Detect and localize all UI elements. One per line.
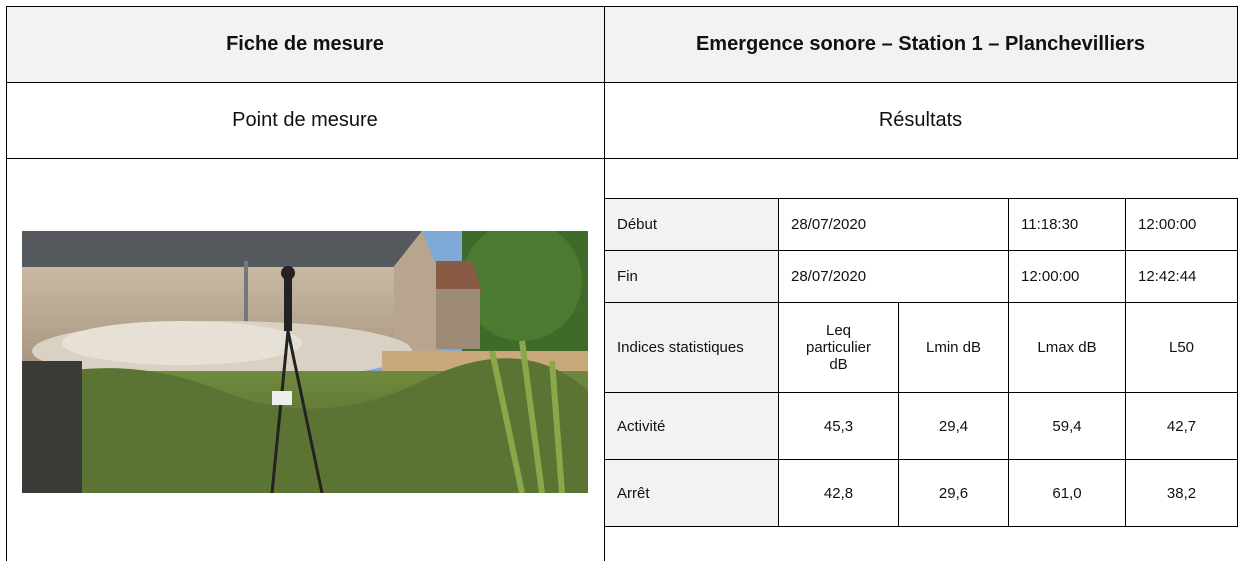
page: {"header": {"title": "Fiche de mesure", … (0, 0, 1243, 561)
table-cell: 12:00:00 (1008, 250, 1126, 303)
table-cell: Activité (604, 392, 779, 460)
cell-text: 42,7 (1167, 418, 1196, 435)
cell-text: 28/07/2020 (791, 268, 866, 285)
table-cell: 42,7 (1125, 392, 1238, 460)
cell-text: 12:42:44 (1138, 268, 1196, 285)
cell-text: Début (617, 216, 657, 233)
cell-text: Fin (617, 268, 638, 285)
cell-text: 11:18:30 (1021, 216, 1078, 233)
table-cell: Leq particulier dB (778, 302, 899, 393)
border (1237, 6, 1238, 158)
cell-text: Lmax dB (1037, 339, 1096, 356)
table-cell: 28/07/2020 (778, 198, 1009, 251)
cell-text: Activité (617, 418, 665, 435)
table-cell: Fin (604, 250, 779, 303)
header-title: Fiche de mesure (6, 6, 604, 82)
photo (22, 231, 588, 493)
cell-text: 29,6 (939, 485, 968, 502)
table-cell: 29,4 (898, 392, 1009, 460)
cell-text: Arrêt (617, 485, 650, 502)
cell-text: L50 (1169, 339, 1194, 356)
table-cell: 45,3 (778, 392, 899, 460)
section-title: Point de mesure (6, 82, 604, 158)
table-cell: Début (604, 198, 779, 251)
header-subtitle: Emergence sonore – Station 1 – Planchevi… (604, 6, 1237, 82)
table-cell: Indices statistiques (604, 302, 779, 393)
cell-text: 61,0 (1052, 485, 1081, 502)
table-cell: L50 (1125, 302, 1238, 393)
cell-text: Indices statistiques (617, 339, 744, 356)
cell-text: Leq particulier dB (803, 322, 875, 373)
table-cell: 12:00:00 (1125, 198, 1238, 251)
cell-text: 12:00:00 (1138, 216, 1196, 233)
cell-text: 12:00:00 (1021, 268, 1079, 285)
table-cell: Arrêt (604, 459, 779, 527)
table-cell: 29,6 (898, 459, 1009, 527)
cell-text: 38,2 (1167, 485, 1196, 502)
cell-text: 45,3 (824, 418, 853, 435)
cell-text: 59,4 (1052, 418, 1081, 435)
cell-text: Lmin dB (926, 339, 981, 356)
section-title: Résultats (604, 82, 1237, 158)
table-cell: 12:42:44 (1125, 250, 1238, 303)
cell-text: 29,4 (939, 418, 968, 435)
cell-text: 28/07/2020 (791, 216, 866, 233)
table-cell: Lmax dB (1008, 302, 1126, 393)
table-cell: 42,8 (778, 459, 899, 527)
table-cell: Lmin dB (898, 302, 1009, 393)
table-cell: 11:18:30 (1008, 198, 1126, 251)
border (6, 6, 7, 561)
border (6, 158, 1238, 159)
border (6, 6, 1238, 7)
table-cell: 38,2 (1125, 459, 1238, 527)
table-cell: 59,4 (1008, 392, 1126, 460)
border (6, 82, 1238, 83)
table-cell: 28/07/2020 (778, 250, 1009, 303)
table-cell: 61,0 (1008, 459, 1126, 527)
cell-text: 42,8 (824, 485, 853, 502)
